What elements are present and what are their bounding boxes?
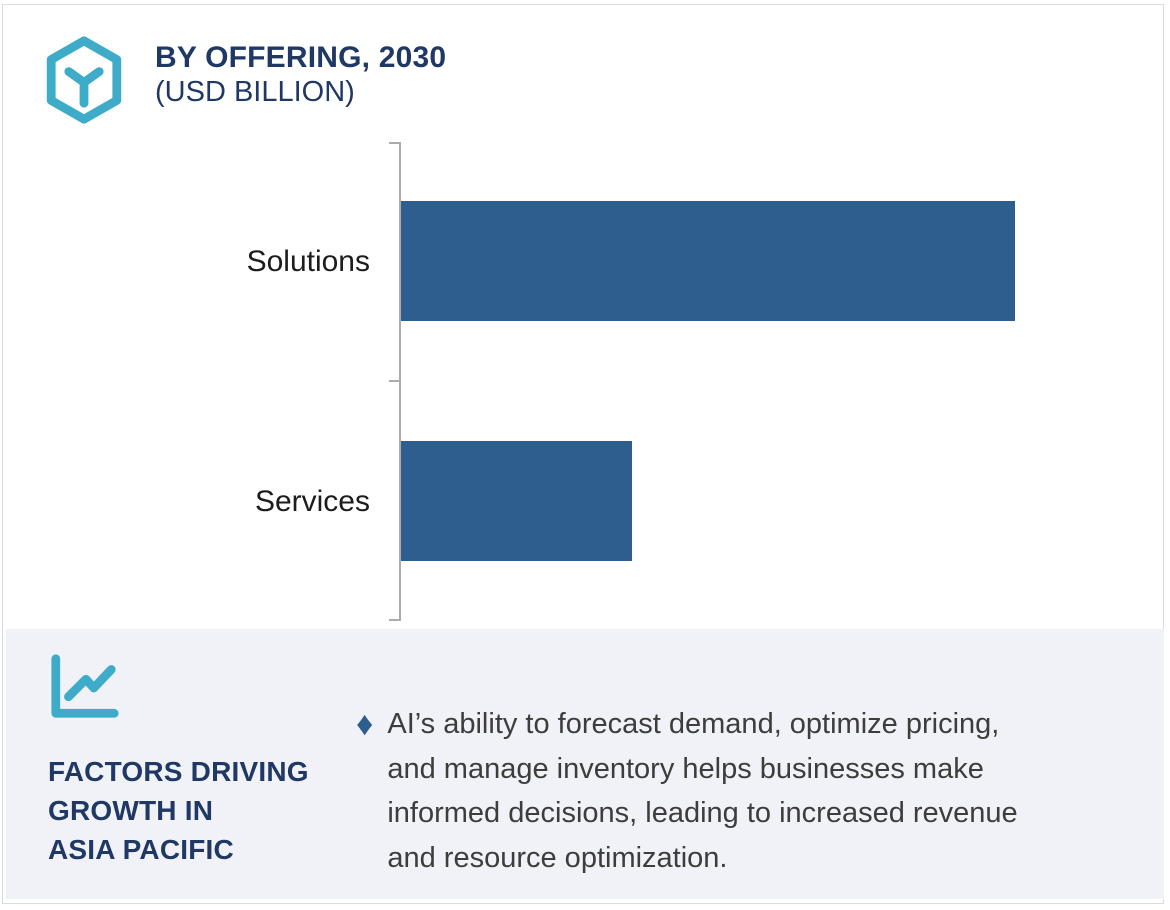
insight-text-line1: AI’s ability to forecast demand, optimiz…: [387, 708, 1000, 740]
insight-text-line2: and manage inventory helps businesses ma…: [387, 752, 984, 785]
chart-title-line2: (USD BILLION): [155, 76, 355, 108]
axis-tick: [389, 619, 401, 621]
factors-panel: [6, 629, 1164, 899]
insight-text: AI’s ability to forecast demand, optimiz…: [387, 702, 1017, 880]
factors-heading-line3: ASIA PACIFIC: [48, 834, 234, 865]
chart-title: BY OFFERING, 2030 (USD BILLION): [155, 40, 446, 110]
diamond-bullet-icon: ♦: [356, 705, 374, 743]
hexagon-cube-icon: [46, 36, 122, 124]
line-chart-icon: [51, 654, 119, 718]
bar-services: [401, 441, 632, 561]
chart-title-line1: BY OFFERING, 2030: [155, 41, 447, 74]
axis-tick: [389, 142, 401, 144]
factors-heading-line2: GROWTH IN: [48, 795, 214, 826]
factors-heading: FACTORS DRIVING GROWTH IN ASIA PACIFIC: [48, 752, 309, 869]
insight-text-line4: and resource optimization.: [387, 841, 728, 874]
bar-solutions: [401, 201, 1015, 321]
axis-tick: [389, 380, 401, 382]
factors-heading-line1: FACTORS DRIVING: [48, 756, 309, 787]
insight-bullet-item: ♦ AI’s ability to forecast demand, optim…: [356, 702, 1018, 880]
category-label-solutions: Solutions: [246, 245, 370, 278]
insight-text-line3: informed decisions, leading to increased…: [387, 797, 1018, 829]
category-label-services: Services: [254, 485, 370, 518]
